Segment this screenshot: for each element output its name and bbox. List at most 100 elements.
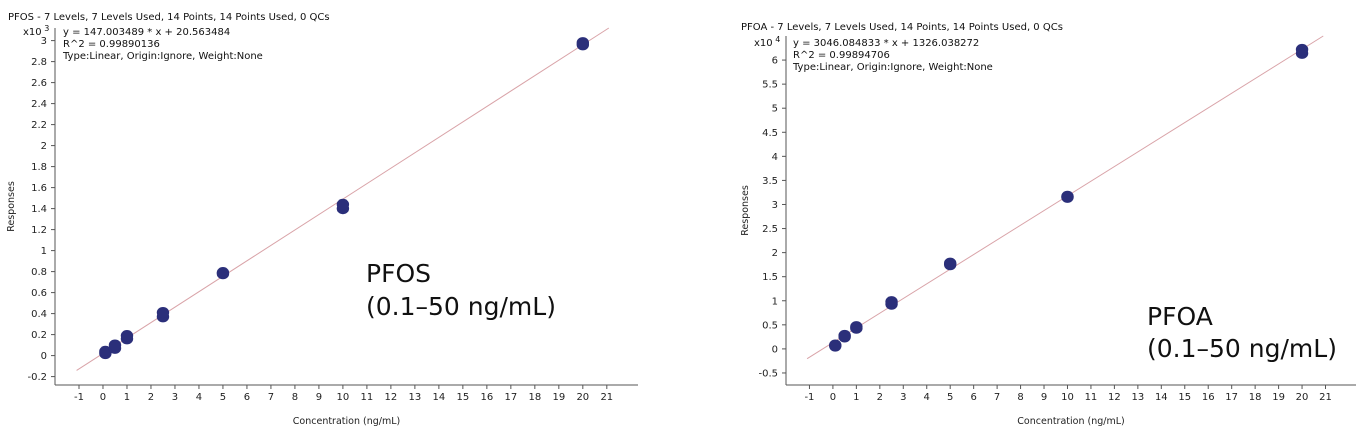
y-axis-label: Responses xyxy=(740,185,751,236)
y-tick-label: 0.5 xyxy=(762,320,778,331)
data-point xyxy=(108,339,122,351)
fit-equation: y = 3046.084833 * x + 1326.038272 xyxy=(793,38,979,49)
x-tick-label: 16 xyxy=(480,392,493,403)
y-multiplier-exp: 3 xyxy=(42,24,50,33)
x-tick-label: 5 xyxy=(220,392,226,403)
y-tick-label: 0.4 xyxy=(31,309,47,320)
y-tick-label: 0 xyxy=(41,351,47,362)
y-tick-label: 4 xyxy=(772,152,778,163)
x-tick-label: 5 xyxy=(947,392,953,403)
x-tick-label: 10 xyxy=(1061,392,1074,403)
y-tick-label: 2 xyxy=(41,141,47,152)
y-tick-label: 2.5 xyxy=(762,224,778,235)
chart-0: PFOS - 7 Levels, 7 Levels Used, 14 Point… xyxy=(6,12,638,427)
y-tick-label: 1.6 xyxy=(31,183,47,194)
x-tick-label: 0 xyxy=(100,392,106,403)
y-multiplier-exp: 4 xyxy=(773,35,781,44)
chart-title: PFOS - 7 Levels, 7 Levels Used, 14 Point… xyxy=(8,12,330,23)
fit-r-squared: R^2 = 0.99890136 xyxy=(63,39,160,50)
x-tick-label: 13 xyxy=(409,392,422,403)
y-tick-label: 0.6 xyxy=(31,288,47,299)
y-multiplier: x10 3 xyxy=(23,24,49,38)
x-tick-label: 14 xyxy=(433,392,446,403)
x-tick-label: 17 xyxy=(504,392,517,403)
fit-equation: y = 147.003489 * x + 20.563484 xyxy=(63,27,230,38)
data-point xyxy=(99,345,112,357)
data-point xyxy=(576,37,590,49)
x-tick-label: 18 xyxy=(528,392,541,403)
data-point xyxy=(838,329,851,342)
y-multiplier-base: x10 xyxy=(754,38,773,49)
x-tick-label: -1 xyxy=(804,392,814,403)
y-tick-label: -0.5 xyxy=(758,368,778,379)
y-axis-label: Responses xyxy=(6,181,17,232)
y-tick-label: 1.5 xyxy=(762,272,778,283)
x-tick-label: 21 xyxy=(600,392,613,403)
x-tick-label: 8 xyxy=(292,392,298,403)
data-point xyxy=(885,296,898,308)
x-tick-label: 14 xyxy=(1155,392,1168,403)
y-tick-label: 2 xyxy=(772,248,778,259)
x-tick-label: 10 xyxy=(337,392,350,403)
x-tick-label: 21 xyxy=(1319,392,1332,403)
y-tick-label: 2.6 xyxy=(31,78,47,89)
y-tick-label: 2.4 xyxy=(31,99,47,110)
y-tick-label: 4.5 xyxy=(762,128,778,139)
y-tick-label: 0 xyxy=(772,344,778,355)
range-label: (0.1–50 ng/mL) xyxy=(366,292,556,321)
y-tick-label: 6 xyxy=(772,56,778,67)
data-point xyxy=(1295,43,1309,56)
x-tick-label: 9 xyxy=(1041,392,1047,403)
compound-label: PFOS xyxy=(366,259,431,288)
data-point xyxy=(336,198,350,210)
y-multiplier: x10 4 xyxy=(754,35,780,49)
compound-label: PFOA xyxy=(1147,302,1213,331)
x-tick-label: 7 xyxy=(268,392,274,403)
y-tick-label: 5 xyxy=(772,104,778,115)
x-tick-label: 4 xyxy=(196,392,202,403)
y-tick-label: 1 xyxy=(772,296,778,307)
x-tick-label: 2 xyxy=(148,392,154,403)
x-tick-label: -1 xyxy=(74,392,84,403)
x-tick-label: 17 xyxy=(1225,392,1238,403)
x-tick-label: 6 xyxy=(244,392,250,403)
x-tick-label: 6 xyxy=(970,392,976,403)
y-tick-label: 3 xyxy=(41,36,47,47)
data-point xyxy=(120,330,134,342)
x-tick-label: 0 xyxy=(830,392,836,403)
x-tick-label: 20 xyxy=(576,392,589,403)
x-tick-label: 12 xyxy=(385,392,398,403)
x-axis-label: Concentration (ng/mL) xyxy=(293,416,400,427)
range-label: (0.1–50 ng/mL) xyxy=(1147,334,1337,363)
y-tick-label: 1.2 xyxy=(31,225,47,236)
x-tick-label: 11 xyxy=(1085,392,1098,403)
y-tick-label: 2.2 xyxy=(31,120,47,131)
chart-title: PFOA - 7 Levels, 7 Levels Used, 14 Point… xyxy=(741,22,1063,33)
x-tick-label: 18 xyxy=(1249,392,1262,403)
x-tick-label: 16 xyxy=(1202,392,1215,403)
y-tick-label: 1 xyxy=(41,246,47,257)
y-tick-label: 3 xyxy=(772,200,778,211)
chart-1: PFOA - 7 Levels, 7 Levels Used, 14 Point… xyxy=(740,22,1356,427)
x-axis-label: Concentration (ng/mL) xyxy=(1017,416,1124,427)
x-tick-label: 8 xyxy=(1017,392,1023,403)
y-tick-label: 1.4 xyxy=(31,204,47,215)
y-tick-label: 3.5 xyxy=(762,176,778,187)
y-tick-label: 1.8 xyxy=(31,162,47,173)
x-tick-label: 7 xyxy=(994,392,1000,403)
x-tick-label: 4 xyxy=(924,392,930,403)
fit-info: Type:Linear, Origin:Ignore, Weight:None xyxy=(792,62,993,73)
x-tick-label: 3 xyxy=(900,392,906,403)
x-tick-label: 12 xyxy=(1108,392,1121,403)
y-tick-label: -0.2 xyxy=(27,372,47,383)
x-tick-label: 13 xyxy=(1131,392,1144,403)
x-tick-label: 15 xyxy=(1178,392,1191,403)
x-tick-label: 2 xyxy=(877,392,883,403)
data-point xyxy=(156,306,170,319)
x-tick-label: 9 xyxy=(316,392,322,403)
fit-info: Type:Linear, Origin:Ignore, Weight:None xyxy=(62,51,263,62)
y-tick-label: 0.8 xyxy=(31,267,47,278)
y-tick-label: 0.2 xyxy=(31,330,47,341)
data-point xyxy=(850,321,863,333)
